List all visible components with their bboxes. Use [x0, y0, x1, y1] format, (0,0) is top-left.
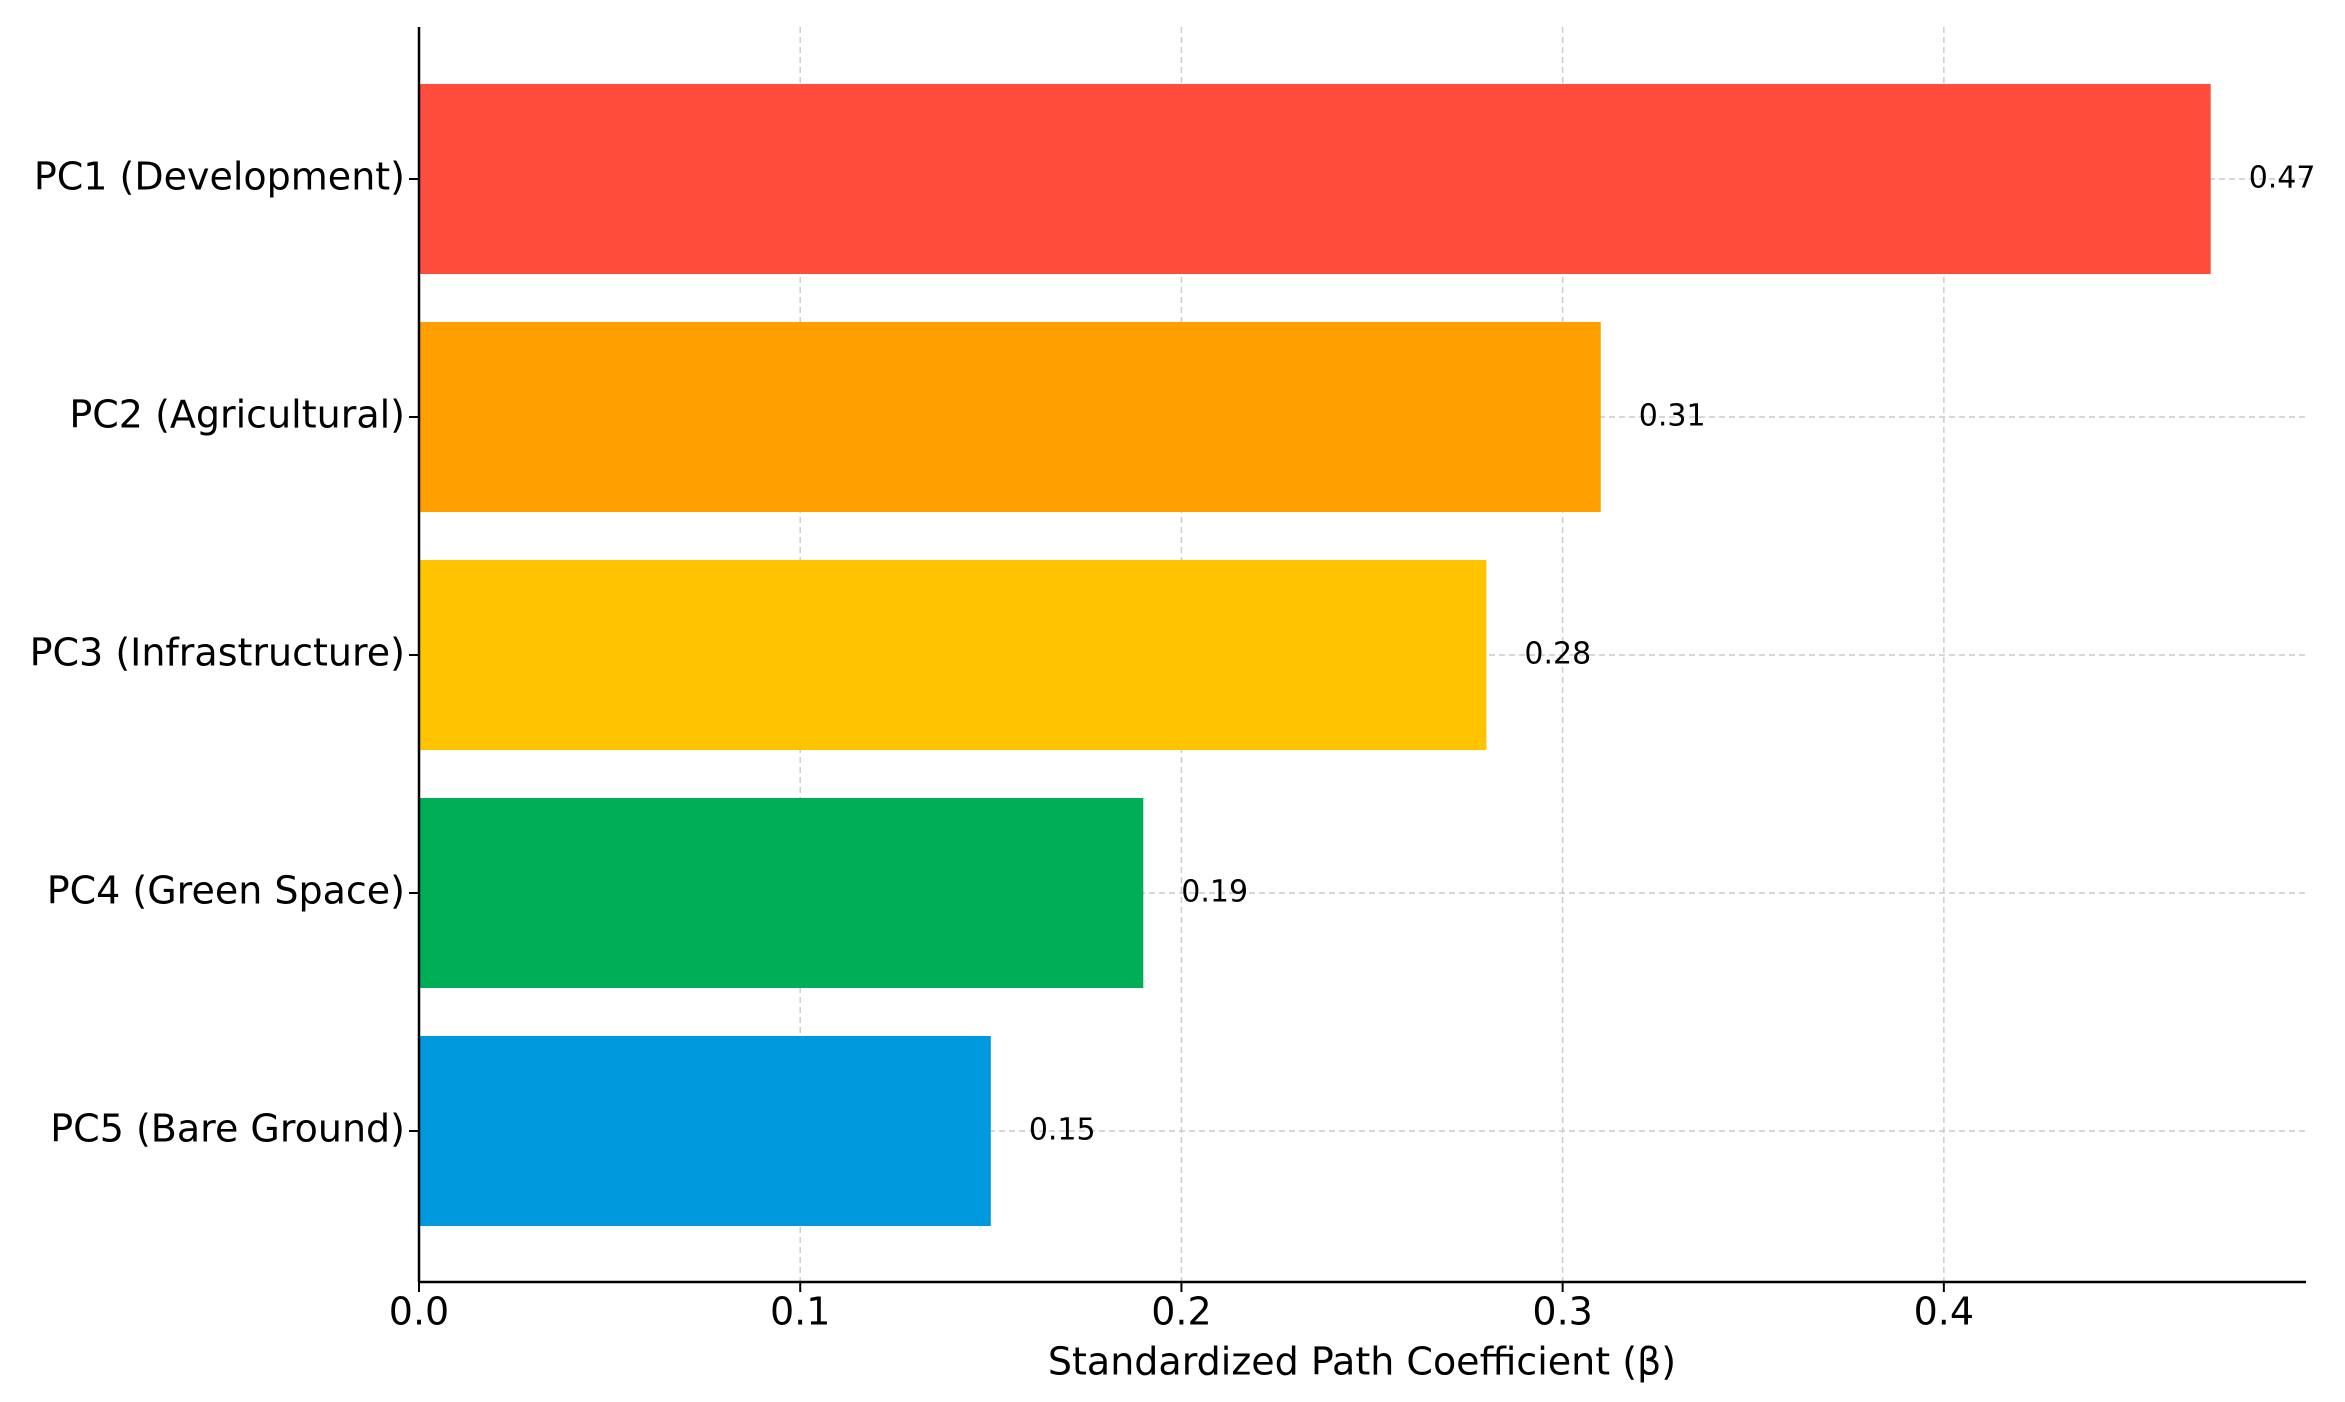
- y-tick-label: PC5 (Bare Ground): [50, 1107, 405, 1151]
- bar: [419, 798, 1144, 988]
- bar: [419, 322, 1601, 512]
- bar: [419, 560, 1487, 750]
- y-tick-label: PC3 (Infrastructure): [30, 631, 405, 675]
- y-tick-label: PC1 (Development): [34, 155, 405, 199]
- value-label: 0.19: [1181, 875, 1248, 910]
- x-tick-label: 0.1: [770, 1290, 830, 1334]
- x-tick-label: 0.3: [1532, 1290, 1592, 1334]
- value-label: 0.15: [1029, 1113, 1096, 1148]
- value-label: 0.47: [2249, 161, 2316, 196]
- bar: [419, 1036, 991, 1226]
- x-tick-label: 0.0: [389, 1290, 449, 1334]
- bar: [419, 84, 2211, 274]
- value-label: 0.31: [1639, 399, 1706, 434]
- x-tick-label: 0.2: [1151, 1290, 1211, 1334]
- x-axis-label: Standardized Path Coefficient (β): [1048, 1340, 1676, 1384]
- value-label: 0.28: [1524, 637, 1591, 672]
- x-tick-label: 0.4: [1914, 1290, 1974, 1334]
- y-tick-label: PC2 (Agricultural): [69, 393, 405, 437]
- y-tick-label: PC4 (Green Space): [47, 869, 405, 913]
